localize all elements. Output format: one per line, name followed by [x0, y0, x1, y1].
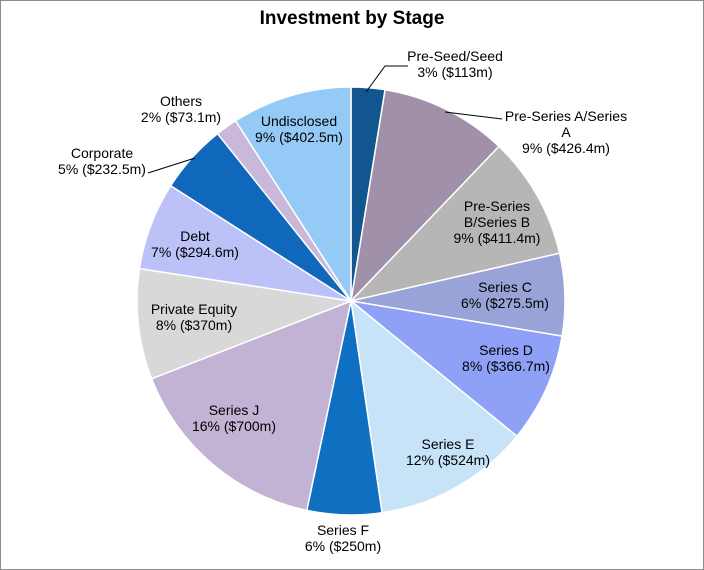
slice-data-label: Series J 16% ($700m): [192, 402, 276, 434]
slice-data-label: Series F 6% ($250m): [305, 522, 381, 554]
slice-data-label: Corporate 5% ($232.5m): [58, 145, 146, 177]
slice-data-label: Private Equity 8% ($370m): [151, 301, 237, 333]
slice-data-label: Series D 8% ($366.7m): [462, 342, 550, 374]
slice-data-label: Pre-Seed/Seed 3% ($113m): [407, 48, 503, 80]
chart-title: Investment by Stage: [259, 8, 445, 29]
pie-slice-series-j: [150, 299, 353, 512]
pie-slice-pre-series-b-series-b: [348, 145, 561, 303]
slice-data-label: Series C 6% ($275.5m): [461, 279, 549, 311]
slice-data-label: Series E 12% ($524m): [406, 436, 490, 468]
leader-line: [147, 157, 196, 174]
pie-slice-series-d: [348, 299, 563, 438]
leader-line: [444, 111, 503, 120]
slice-data-label: Pre-Series B/Series B 9% ($411.4m): [454, 198, 541, 246]
pie-slice-series-e: [349, 299, 518, 514]
leader-line: [365, 65, 408, 93]
slice-data-label: Undisclosed 9% ($402.5m): [255, 113, 343, 145]
slice-data-label: Pre-Series A/Series A 9% ($426.4m): [505, 108, 627, 156]
pie-slice-private-equity: [136, 267, 354, 380]
pie-slice-undisclosed: [234, 86, 352, 304]
slice-data-label: Debt 7% ($294.6m): [151, 228, 239, 260]
pie-slice-pre-series-a-series-a: [349, 88, 501, 304]
slice-data-label: Others 2% ($73.1m): [141, 93, 221, 125]
